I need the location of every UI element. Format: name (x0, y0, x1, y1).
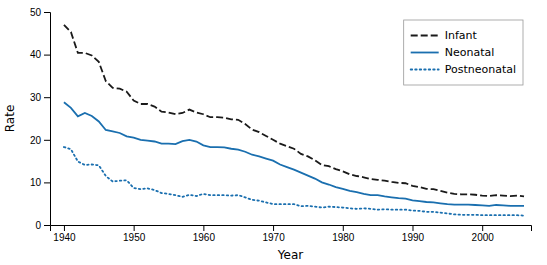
tick-mark (44, 140, 50, 141)
tick-mark (44, 182, 50, 183)
tick-mark (44, 97, 50, 98)
y-axis-title: Rate (3, 105, 17, 133)
tick: 1940 (53, 225, 76, 243)
tick-label: 1980 (332, 232, 355, 243)
tick: 10 (30, 177, 50, 188)
tick-label: 20 (30, 135, 42, 146)
tick-label: 1970 (262, 232, 285, 243)
tick: 1990 (402, 225, 425, 243)
tick-label: 2000 (472, 232, 495, 243)
tick-label: 50 (30, 7, 42, 18)
tick-label: 30 (30, 92, 42, 103)
tick-mark (44, 55, 50, 56)
legend-item: Infant (411, 29, 478, 42)
legend-swatch (411, 69, 439, 71)
axis-line (51, 226, 532, 232)
series-line (64, 147, 524, 216)
tick-mark (134, 225, 135, 231)
legend-item: Postneonatal (411, 63, 516, 76)
legend-item: Neonatal (411, 46, 495, 59)
tick-mark (44, 225, 50, 226)
tick: 2000 (472, 225, 495, 243)
tick-mark (273, 225, 274, 231)
tick: 40 (30, 49, 50, 60)
series-line (64, 25, 524, 197)
legend-swatch (411, 52, 439, 54)
tick-label: 40 (30, 49, 42, 60)
tick: 20 (30, 135, 50, 146)
legend-label: Neonatal (445, 46, 495, 59)
legend-label: Postneonatal (445, 63, 516, 76)
legend-box (404, 20, 523, 85)
tick-mark (412, 225, 413, 231)
tick-label: 1960 (193, 232, 216, 243)
tick-label: 1940 (53, 232, 76, 243)
legend: Infant Neonatal Postneonatal (404, 20, 523, 85)
tick: 0 (35, 220, 50, 231)
tick-mark (44, 12, 50, 13)
tick-label: 10 (30, 177, 42, 188)
lines (64, 25, 524, 216)
tick-mark (343, 225, 344, 231)
tick-mark (482, 225, 483, 231)
axis-line (44, 13, 51, 226)
legend-swatch (411, 35, 439, 37)
tick: 1980 (332, 225, 355, 243)
tick-label: 1990 (402, 232, 425, 243)
x-axis: 1940 1950 1960 1970 1980 1990 2000 (51, 225, 532, 243)
x-axis-title: Year (277, 248, 303, 262)
legend-label: Infant (445, 29, 478, 42)
y-axis: 0 10 20 30 40 50 (30, 7, 51, 231)
tick: 1970 (262, 225, 285, 243)
chart: 1940 1950 1960 1970 1980 1990 2000 0 10 20 30 40 50 I… (0, 0, 547, 265)
series-line (64, 102, 524, 206)
tick-label: 0 (35, 220, 41, 231)
tick: 30 (30, 92, 50, 103)
tick: 1950 (123, 225, 146, 243)
tick: 1960 (193, 225, 216, 243)
tick: 50 (30, 7, 50, 18)
plot: 1940 1950 1960 1970 1980 1990 2000 0 10 20 30 40 50 I… (30, 7, 532, 243)
tick-label: 1950 (123, 232, 146, 243)
tick-mark (64, 225, 65, 231)
tick-mark (203, 225, 204, 231)
